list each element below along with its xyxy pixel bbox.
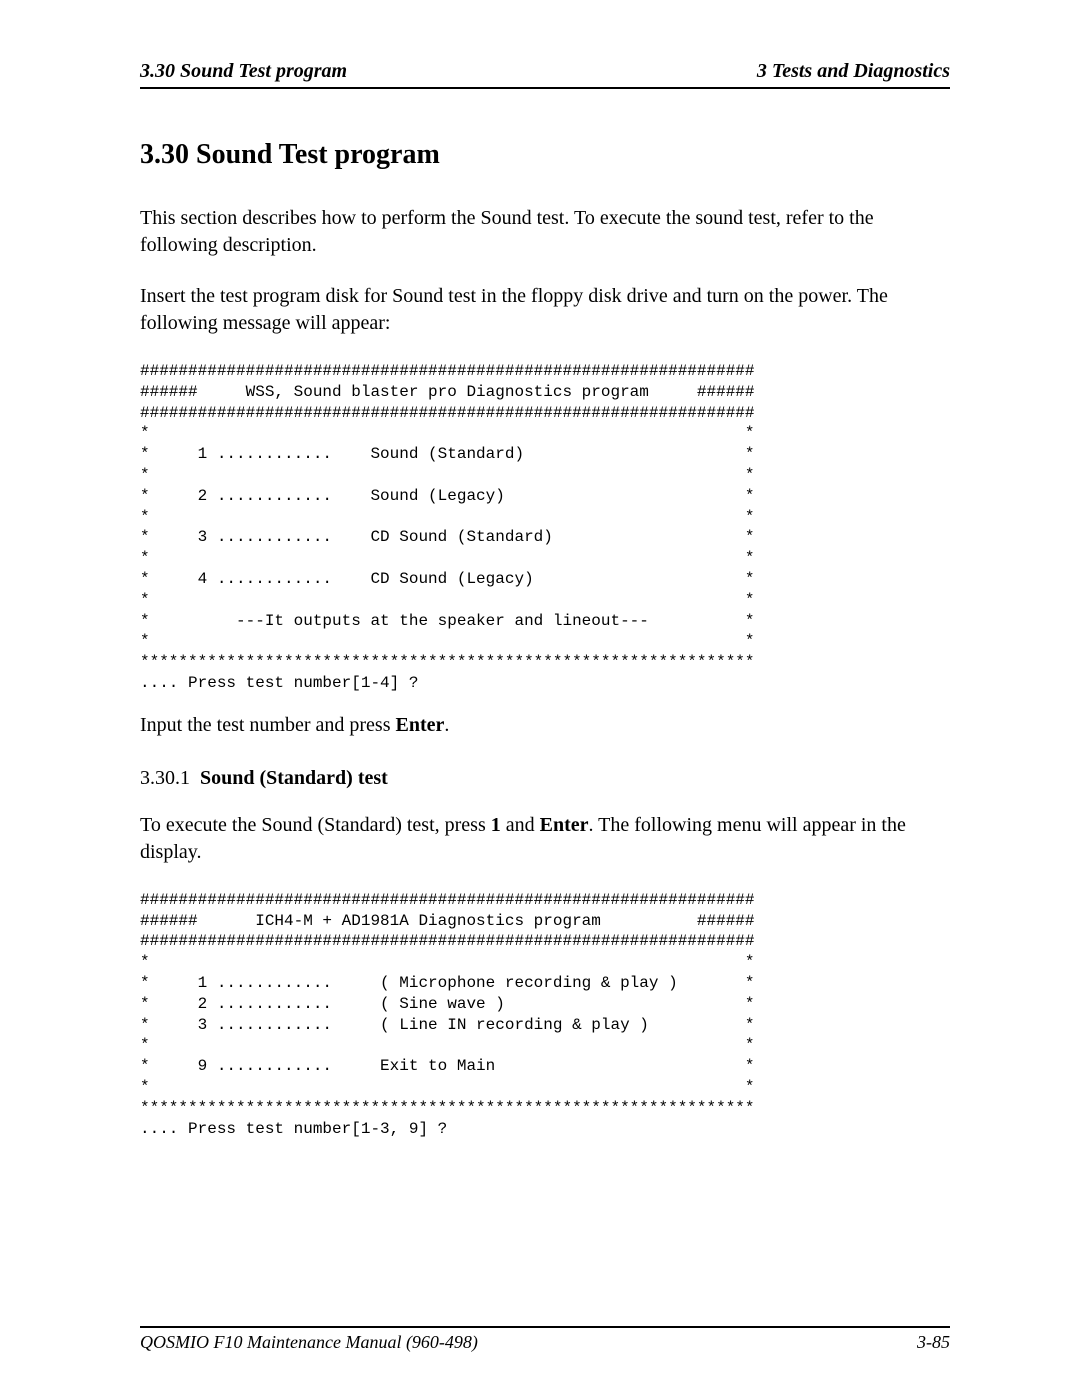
bold-enter: Enter	[540, 814, 589, 836]
header-left: 3.30 Sound Test program	[140, 60, 347, 83]
header-right: 3 Tests and Diagnostics	[757, 60, 950, 83]
paragraph-intro-1: This section describes how to perform th…	[140, 205, 950, 259]
footer-left: QOSMIO F10 Maintenance Manual (960-498)	[140, 1332, 478, 1353]
text-run: Input the test number and press	[140, 714, 396, 736]
page-header: 3.30 Sound Test program 3 Tests and Diag…	[140, 60, 950, 89]
diagnostics-menu-1: ########################################…	[140, 361, 950, 694]
paragraph-input-enter: Input the test number and press Enter.	[140, 712, 950, 739]
page-footer: QOSMIO F10 Maintenance Manual (960-498) …	[140, 1326, 950, 1353]
subsection-title: Sound (Standard) test	[200, 767, 388, 789]
subsection-number: 3.30.1	[140, 767, 190, 789]
diagnostics-menu-2: ########################################…	[140, 890, 950, 1140]
section-title: 3.30 Sound Test program	[140, 139, 950, 171]
subsection-heading: 3.30.1 Sound (Standard) test	[140, 767, 950, 790]
bold-enter: Enter	[396, 714, 445, 736]
text-run: To execute the Sound (Standard) test, pr…	[140, 814, 491, 836]
text-run: .	[444, 714, 449, 736]
paragraph-intro-2: Insert the test program disk for Sound t…	[140, 283, 950, 337]
text-run: and	[501, 814, 540, 836]
bold-one: 1	[491, 814, 501, 836]
paragraph-sound-standard: To execute the Sound (Standard) test, pr…	[140, 812, 950, 866]
footer-right: 3-85	[917, 1332, 950, 1353]
